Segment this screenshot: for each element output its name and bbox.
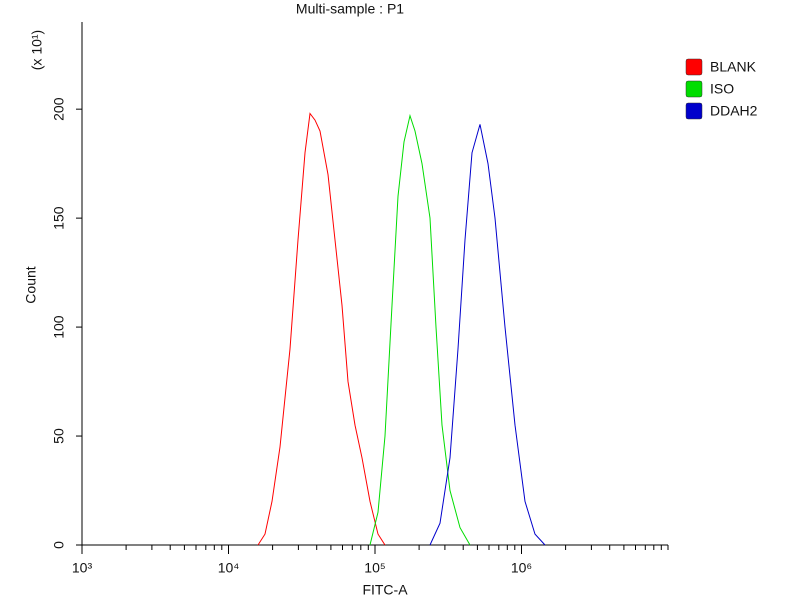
y-multiplier: (x 10¹) xyxy=(29,30,45,70)
histogram-line xyxy=(257,112,386,546)
chart-title: Multi-sample : P1 xyxy=(296,1,404,17)
y-tick-label: 100 xyxy=(51,315,67,339)
x-tick-label: 10⁵ xyxy=(364,560,385,576)
x-tick-label: 10³ xyxy=(72,560,93,576)
legend-label: BLANK xyxy=(710,59,757,75)
y-tick-label: 50 xyxy=(51,428,67,444)
legend-swatch xyxy=(685,58,703,76)
x-axis-label: FITC-A xyxy=(362,582,408,598)
y-tick-label: 150 xyxy=(51,206,67,230)
y-axis-label: Count xyxy=(23,266,39,303)
legend-label: DDAH2 xyxy=(710,103,758,119)
x-tick-label: 10⁴ xyxy=(218,560,240,576)
y-tick-label: 0 xyxy=(51,541,67,549)
legend-swatch xyxy=(685,80,703,98)
histogram-line xyxy=(369,113,471,546)
y-tick-label: 200 xyxy=(51,97,67,121)
x-tick-label: 10⁶ xyxy=(511,560,532,576)
legend-label: ISO xyxy=(710,81,734,97)
histogram-line xyxy=(429,124,546,546)
legend-swatch xyxy=(685,102,703,120)
